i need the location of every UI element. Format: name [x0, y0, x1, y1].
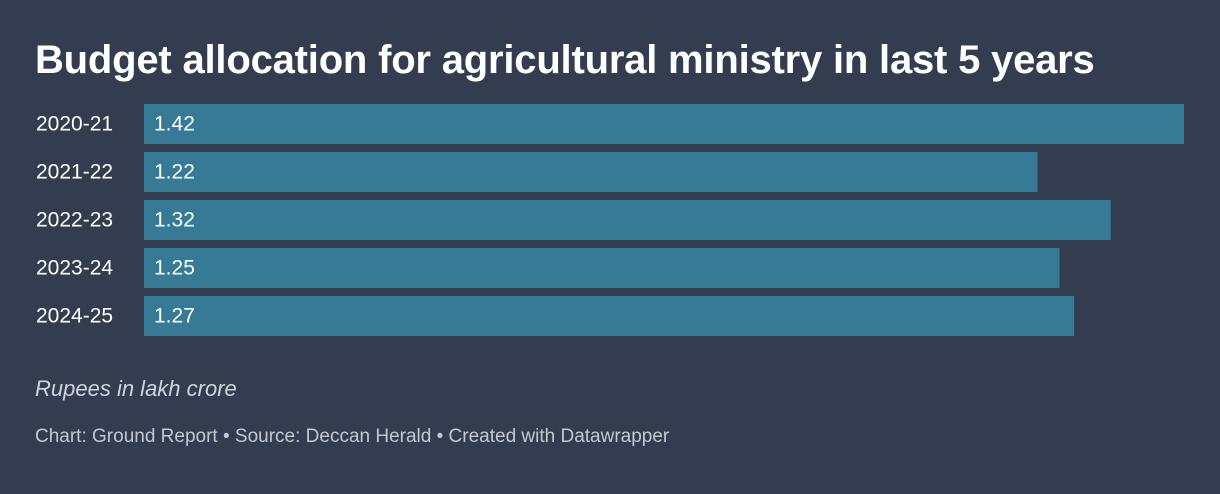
chart-footer: Chart: Ground Report • Source: Deccan He… [35, 426, 670, 447]
bar [144, 104, 1184, 144]
category-label: 2021-22 [36, 161, 113, 184]
value-label: 1.32 [154, 209, 195, 232]
category-label: 2024-25 [36, 305, 113, 328]
category-label: 2023-24 [36, 257, 113, 280]
bar [144, 152, 1038, 192]
category-label: 2022-23 [36, 209, 113, 232]
value-label: 1.27 [154, 305, 195, 328]
bar [144, 200, 1111, 240]
value-label: 1.22 [154, 161, 195, 184]
category-label: 2020-21 [36, 113, 113, 136]
value-label: 1.25 [154, 257, 195, 280]
value-label: 1.42 [154, 113, 195, 136]
bar [144, 296, 1075, 336]
chart-title: Budget allocation for agricultural minis… [35, 38, 1095, 82]
chart-notes: Rupees in lakh crore [35, 376, 237, 401]
bar [144, 248, 1060, 288]
